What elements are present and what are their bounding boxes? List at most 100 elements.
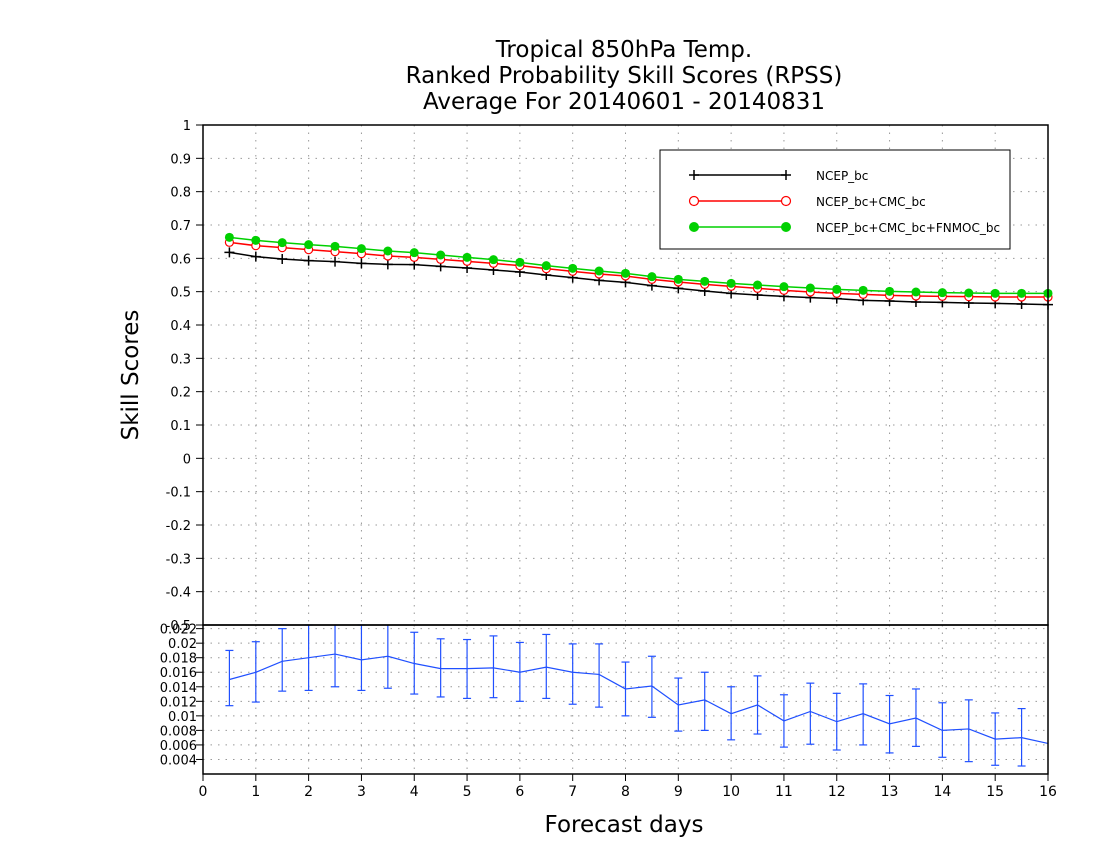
data-point: [726, 278, 736, 288]
spread-y-tick-label: 0.004: [160, 753, 197, 768]
data-point: [356, 258, 367, 269]
error-bar: [489, 635, 498, 699]
x-tick-label: 7: [568, 784, 577, 800]
main-y-tick-label: 0.5: [170, 286, 191, 301]
data-point: [515, 257, 525, 267]
spread-y-tick-label: 0.018: [160, 652, 197, 667]
data-point: [911, 287, 921, 297]
data-point: [753, 280, 763, 290]
data-point: [621, 268, 630, 278]
x-tick-label: 10: [722, 784, 740, 800]
legend-marker: [689, 222, 699, 232]
data-point: [356, 244, 366, 254]
spread-y-tick-label: 0.022: [160, 623, 197, 638]
data-point: [779, 282, 789, 292]
main-y-tick-label: 0.6: [170, 252, 191, 267]
x-tick-label: 13: [881, 784, 899, 800]
error-bar: [595, 643, 604, 708]
legend-entry-1: NCEP_bc: [689, 169, 868, 183]
main-y-tick-label: 0.2: [170, 386, 191, 401]
data-point: [436, 250, 446, 260]
main-y-tick-label: -0.1: [166, 486, 191, 501]
chart-title-line-1: Tropical 850hPa Temp.: [495, 37, 753, 63]
x-tick-label: 0: [199, 784, 208, 800]
main-y-axis-ticks: -0.5 -0.4 -0.3 -0.2 -0.1 0 0.1 0.2 0.3 0.4 0.5 0.6 0…: [166, 119, 203, 634]
error-bar: [225, 649, 234, 707]
data-point: [594, 266, 604, 276]
data-point: [990, 288, 1000, 298]
spread-plot-series: [225, 624, 1049, 767]
data-point: [224, 232, 234, 242]
series-3: [224, 232, 1053, 298]
spread-line: [229, 653, 1049, 745]
data-point: [858, 285, 868, 295]
error-bar: [278, 628, 287, 692]
legend-marker: [781, 170, 791, 180]
x-tick-label: 15: [986, 784, 1004, 800]
x-tick-label: 3: [357, 784, 366, 800]
x-tick-label: 9: [674, 784, 683, 800]
legend-marker: [781, 222, 791, 232]
data-point: [647, 272, 657, 282]
legend-marker: [688, 195, 700, 207]
main-y-tick-label: 0.7: [170, 219, 191, 234]
main-y-tick-label: 0.1: [170, 419, 191, 434]
main-y-tick-label: -0.4: [166, 586, 191, 601]
data-point: [700, 276, 710, 286]
legend-entry-2: NCEP_bc+CMC_bc: [688, 195, 926, 209]
legend-label: NCEP_bc+CMC_bc: [816, 195, 926, 209]
data-point: [541, 261, 551, 271]
data-point: [330, 256, 341, 267]
legend-marker: [689, 170, 699, 180]
error-bar: [357, 624, 366, 692]
main-y-tick-label: -0.2: [166, 519, 191, 534]
data-point: [1017, 288, 1027, 298]
data-point: [568, 263, 578, 273]
error-bar: [859, 683, 868, 746]
data-point: [383, 246, 393, 256]
data-point: [885, 286, 895, 296]
spread-y-tick-label: 0.014: [160, 681, 197, 696]
data-point: [277, 238, 287, 248]
main-y-tick-label: 0.8: [170, 186, 191, 201]
legend-box: [659, 149, 1011, 250]
data-point: [304, 240, 314, 250]
x-tick-label: 11: [775, 784, 793, 800]
series-1: [224, 247, 1053, 310]
x-tick-label: 12: [828, 784, 846, 800]
data-point: [250, 251, 261, 262]
main-plot-series: [224, 232, 1053, 310]
data-point: [673, 274, 683, 284]
data-point: [964, 288, 974, 298]
data-point: [805, 283, 815, 293]
x-tick-label: 16: [1039, 784, 1057, 800]
data-point: [277, 254, 288, 264]
legend: NCEP_bc NCEP_bc+CMC_bc NCEP_bc+CMC_bc+FNMO…: [659, 149, 1011, 250]
main-y-tick-label: 0.9: [170, 152, 191, 167]
spread-y-axis-ticks: 0.0040.0060.0080.010.0120.0140.0160.0180…: [160, 623, 203, 768]
x-tick-label: 6: [515, 784, 524, 800]
data-point: [251, 235, 261, 245]
main-y-tick-label: 0: [183, 452, 191, 467]
error-bar: [806, 682, 815, 745]
data-point: [488, 255, 498, 265]
error-bar: [542, 633, 551, 700]
spread-y-tick-label: 0.012: [160, 695, 197, 710]
spread-y-tick-label: 0.006: [160, 739, 197, 754]
main-y-tick-label: 0.3: [170, 352, 191, 367]
chart-title-line-3: Average For 20140601 - 20140831: [422, 89, 826, 115]
data-point: [937, 288, 947, 298]
error-bar: [436, 638, 445, 698]
data-point: [832, 284, 842, 294]
spread-y-tick-label: 0.016: [160, 666, 197, 681]
x-tick-label: 2: [304, 784, 313, 800]
data-point: [462, 252, 472, 262]
series-line: [229, 241, 1048, 298]
legend-label: NCEP_bc: [816, 169, 868, 183]
x-tick-label: 14: [933, 784, 951, 800]
error-bar: [331, 625, 340, 688]
x-axis-label: Forecast days: [544, 812, 704, 838]
x-tick-label: 1: [251, 784, 260, 800]
data-point: [409, 248, 419, 258]
spread-y-tick-label: 0.01: [168, 710, 197, 725]
